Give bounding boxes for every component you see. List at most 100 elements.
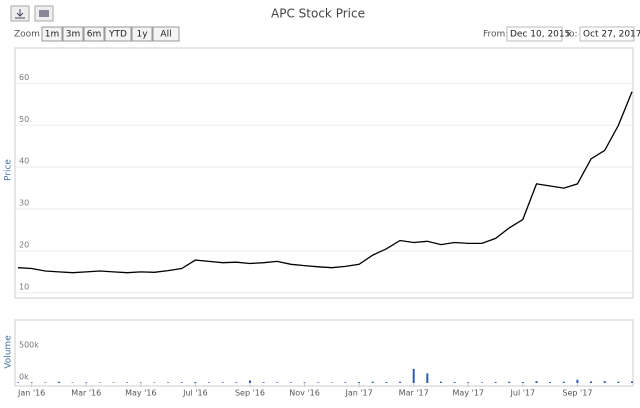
volume-bar: [44, 382, 47, 383]
volume-bar: [289, 382, 292, 383]
price-pane: [14, 47, 634, 299]
range-button[interactable]: All: [152, 26, 180, 42]
volume-bar: [85, 382, 88, 383]
button-box: [104, 26, 132, 42]
y-tick-label: 10: [19, 282, 29, 291]
volume-bar: [276, 382, 279, 383]
volume-bar: [590, 381, 593, 383]
volume-bar: [480, 382, 483, 383]
volume-bar: [71, 382, 74, 383]
volume-bar: [494, 382, 497, 383]
volume-bar: [385, 382, 388, 383]
volume-bar: [562, 381, 565, 383]
y-tick-label: 20: [19, 240, 29, 249]
volume-bar: [371, 381, 374, 383]
volume-bar: [603, 381, 606, 383]
button-label: 1m: [45, 30, 60, 40]
button-box: [83, 26, 105, 42]
volume-bar: [194, 382, 197, 383]
x-tick-label: May '17: [453, 389, 484, 398]
button-box: [152, 26, 180, 42]
from-label: From:: [483, 30, 508, 40]
volume-bar: [303, 382, 306, 383]
volume-bar: [631, 381, 633, 383]
to-label: To:: [564, 30, 578, 40]
button-label: 1y: [136, 30, 148, 40]
volume-bar: [167, 382, 170, 383]
volume-bar: [17, 382, 19, 383]
x-tick-label: Jul '17: [510, 389, 536, 398]
button-box: [41, 26, 63, 42]
volume-bar: [153, 382, 156, 383]
volume-bar: [535, 381, 538, 383]
y-tick-label: 500k: [19, 340, 39, 349]
y-tick-label: 30: [19, 199, 29, 208]
chart-title: APC Stock Price: [271, 7, 365, 21]
x-tick-label: Mar '17: [399, 389, 429, 398]
volume-bar: [139, 382, 142, 383]
volume-bar: [344, 382, 347, 383]
download-button[interactable]: [10, 5, 30, 22]
range-button[interactable]: 3m: [62, 26, 84, 42]
x-tick-label: Mar '16: [71, 389, 101, 398]
volume-pane: [14, 319, 634, 387]
x-tick-label: Nov '16: [289, 389, 320, 398]
range-button[interactable]: 1y: [131, 26, 153, 42]
range-button[interactable]: YTD: [104, 26, 132, 42]
zoom-label: Zoom: [14, 30, 40, 40]
y-tick-label: 40: [19, 157, 29, 166]
volume-bar: [508, 381, 511, 383]
print-button[interactable]: [34, 5, 54, 22]
volume-bar: [426, 373, 429, 383]
button-box: [131, 26, 153, 42]
button-label: 6m: [87, 30, 102, 40]
y-tick-label: 60: [19, 73, 29, 82]
range-button[interactable]: 1m: [41, 26, 63, 42]
x-tick-label: Jul '16: [182, 389, 208, 398]
y-tick-label: 50: [19, 115, 29, 124]
volume-bar: [30, 382, 33, 383]
x-tick-label: Jan '17: [344, 389, 372, 398]
x-tick-label: Sep '17: [562, 389, 592, 398]
volume-bar: [617, 381, 620, 383]
volume-bar: [330, 382, 333, 383]
volume-bar: [98, 382, 101, 383]
to-date: Oct 27, 2017: [583, 30, 640, 40]
volume-bar: [208, 382, 211, 383]
volume-bar: [221, 382, 224, 383]
volume-bar: [549, 382, 552, 383]
volume-bar: [317, 382, 320, 383]
volume-bar: [248, 380, 251, 383]
y-axis-title: Volume: [4, 335, 14, 369]
x-tick-label: Sep '16: [235, 389, 265, 398]
volume-bar: [439, 381, 442, 383]
button-box: [62, 26, 84, 42]
volume-bar: [453, 382, 456, 383]
volume-bar: [57, 381, 60, 383]
volume-bar: [126, 382, 129, 383]
volume-bar: [467, 382, 470, 383]
button-label: 3m: [66, 30, 81, 40]
volume-bar: [399, 381, 402, 383]
volume-bar: [235, 382, 238, 383]
volume-bar: [412, 368, 415, 383]
volume-bar: [358, 382, 361, 383]
to-input[interactable]: [579, 26, 635, 42]
volume-bar: [521, 382, 524, 383]
button-label: YTD: [108, 30, 127, 40]
range-button[interactable]: 6m: [83, 26, 105, 42]
button-label: All: [160, 30, 171, 40]
from-input[interactable]: [506, 26, 563, 42]
x-tick-label: Jan '16: [17, 389, 45, 398]
volume-bar: [262, 382, 265, 383]
volume-bar: [180, 382, 183, 383]
y-tick-label: 0k: [19, 373, 29, 382]
price-line: [17, 91, 633, 274]
y-axis-title: Price: [4, 159, 14, 181]
from-date: Dec 10, 2015: [510, 30, 570, 40]
x-tick-label: May '16: [125, 389, 156, 398]
volume-bar: [112, 382, 115, 383]
